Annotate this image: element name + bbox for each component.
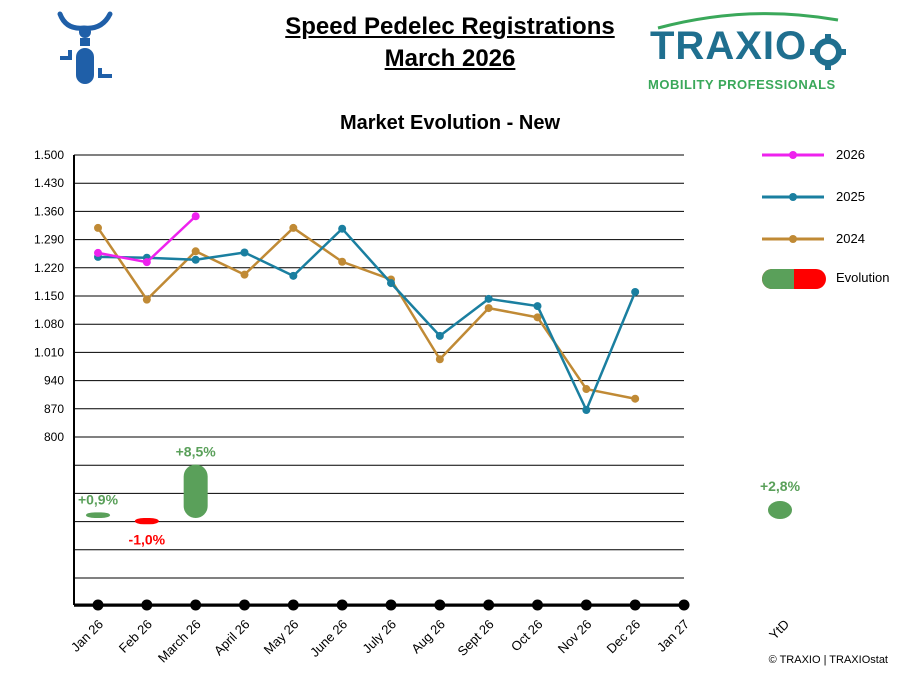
copyright-footer: © TRAXIO | TRAXIOstat	[768, 654, 888, 666]
x-tick-label: Oct 26	[508, 617, 546, 655]
data-point-2025	[631, 287, 640, 296]
speed-pedelec-rider-icon	[57, 11, 113, 84]
x-tick-label: Jan 27	[654, 617, 692, 655]
legend-item-2024: 2024	[758, 229, 898, 249]
legend-evolution-swatch	[762, 269, 826, 289]
data-point-2025	[533, 302, 542, 311]
legend-item-2026: 2026	[758, 145, 898, 165]
page-subtitle: March 2026	[384, 45, 516, 72]
data-point-2025	[582, 406, 591, 415]
x-axis-marker	[532, 599, 543, 611]
legend-item-evolution: Evolution	[758, 268, 898, 289]
data-point-2024	[142, 295, 151, 304]
legend-label-2026: 2026	[836, 147, 865, 162]
legend-line-2024	[762, 235, 824, 243]
x-tick-label: March 26	[155, 617, 204, 666]
x-axis-marker	[336, 599, 348, 611]
x-axis-marker	[434, 599, 446, 611]
x-axis-marker	[385, 599, 397, 611]
y-tick-label: 1.290	[34, 233, 64, 247]
x-axis-marker	[92, 599, 104, 611]
data-point-2024	[191, 247, 200, 256]
x-tick-label: July 26	[359, 617, 399, 657]
evolution-bar	[183, 464, 208, 518]
x-axis-marker	[239, 599, 250, 611]
series-line-2024	[96, 226, 636, 400]
legend-line-2026	[762, 151, 824, 159]
data-point-2025	[387, 279, 395, 288]
x-axis-marker	[141, 599, 153, 611]
x-tick-label-ytd: YtD	[766, 617, 792, 643]
y-tick-label: 1.360	[34, 204, 64, 218]
page-title: Speed Pedelec Registrations	[285, 13, 615, 40]
legend-label-2025: 2025	[836, 189, 865, 204]
legend-label-2024: 2024	[836, 231, 865, 246]
data-point-2025	[191, 255, 200, 264]
x-tick-label: Jan 26	[68, 617, 106, 655]
y-tick-label: 940	[44, 374, 64, 388]
legend-line-2025	[762, 193, 824, 201]
data-point-2024	[338, 257, 347, 266]
evolution-bar-ytd	[768, 501, 792, 519]
x-axis-marker	[678, 599, 690, 611]
data-point-2024	[94, 223, 102, 232]
data-point-2025	[289, 271, 298, 280]
x-tick-label: June 26	[307, 617, 350, 660]
series-line-2025	[97, 227, 637, 412]
y-tick-label: 1.010	[34, 345, 64, 359]
data-point-2024	[435, 355, 444, 364]
chart-title: Market Evolution - New	[339, 112, 561, 134]
brand-tagline: MOBILITY PROFESSIONALS	[648, 77, 836, 92]
evolution-label-ytd: +2,8%	[760, 478, 801, 494]
evolution-label: -1,0%	[129, 531, 166, 547]
x-axis-marker	[580, 599, 592, 611]
data-point-2025	[338, 224, 347, 233]
y-tick-label: 870	[44, 402, 64, 416]
x-tick-label: Aug 26	[408, 617, 448, 657]
data-point-2024	[240, 270, 249, 279]
data-point-2026	[94, 248, 102, 257]
x-axis-marker	[190, 599, 202, 611]
legend-item-2025: 2025	[758, 187, 898, 207]
data-point-2024	[533, 313, 542, 322]
y-tick-label: 1.150	[34, 289, 64, 303]
x-tick-label: Dec 26	[604, 617, 644, 657]
x-tick-label: May 26	[261, 617, 302, 658]
data-point-2024	[289, 223, 298, 232]
x-tick-label: Nov 26	[555, 617, 595, 657]
data-point-2025	[240, 248, 249, 257]
data-point-2026	[142, 258, 151, 267]
evolution-bar	[134, 518, 159, 525]
evolution-bar	[86, 512, 110, 518]
data-point-2024	[631, 394, 640, 403]
x-tick-label: April 26	[211, 617, 253, 659]
y-tick-label: 1.080	[34, 317, 64, 331]
evolution-label: +8,5%	[176, 443, 217, 459]
data-point-2025	[435, 331, 444, 340]
data-point-2024	[484, 304, 493, 313]
y-tick-label: 1.500	[34, 148, 64, 162]
logo-swoosh	[657, 12, 839, 30]
data-point-2024	[582, 385, 591, 394]
y-tick-label: 800	[44, 430, 64, 444]
x-axis-marker	[287, 599, 299, 611]
x-tick-label: Sept 26	[454, 617, 496, 659]
y-tick-label: 1.220	[34, 261, 64, 275]
gear-icon	[810, 34, 846, 70]
x-axis-marker	[483, 599, 495, 611]
evolution-label: +0,9%	[78, 491, 119, 507]
y-tick-label: 1.430	[34, 176, 64, 190]
brand-logo: TRAXIO	[650, 24, 808, 68]
data-point-2025	[484, 294, 493, 303]
x-axis-marker	[629, 599, 641, 611]
x-tick-label: Feb 26	[116, 617, 155, 656]
legend-label-evolution: Evolution	[836, 270, 890, 285]
data-point-2026	[191, 212, 200, 221]
